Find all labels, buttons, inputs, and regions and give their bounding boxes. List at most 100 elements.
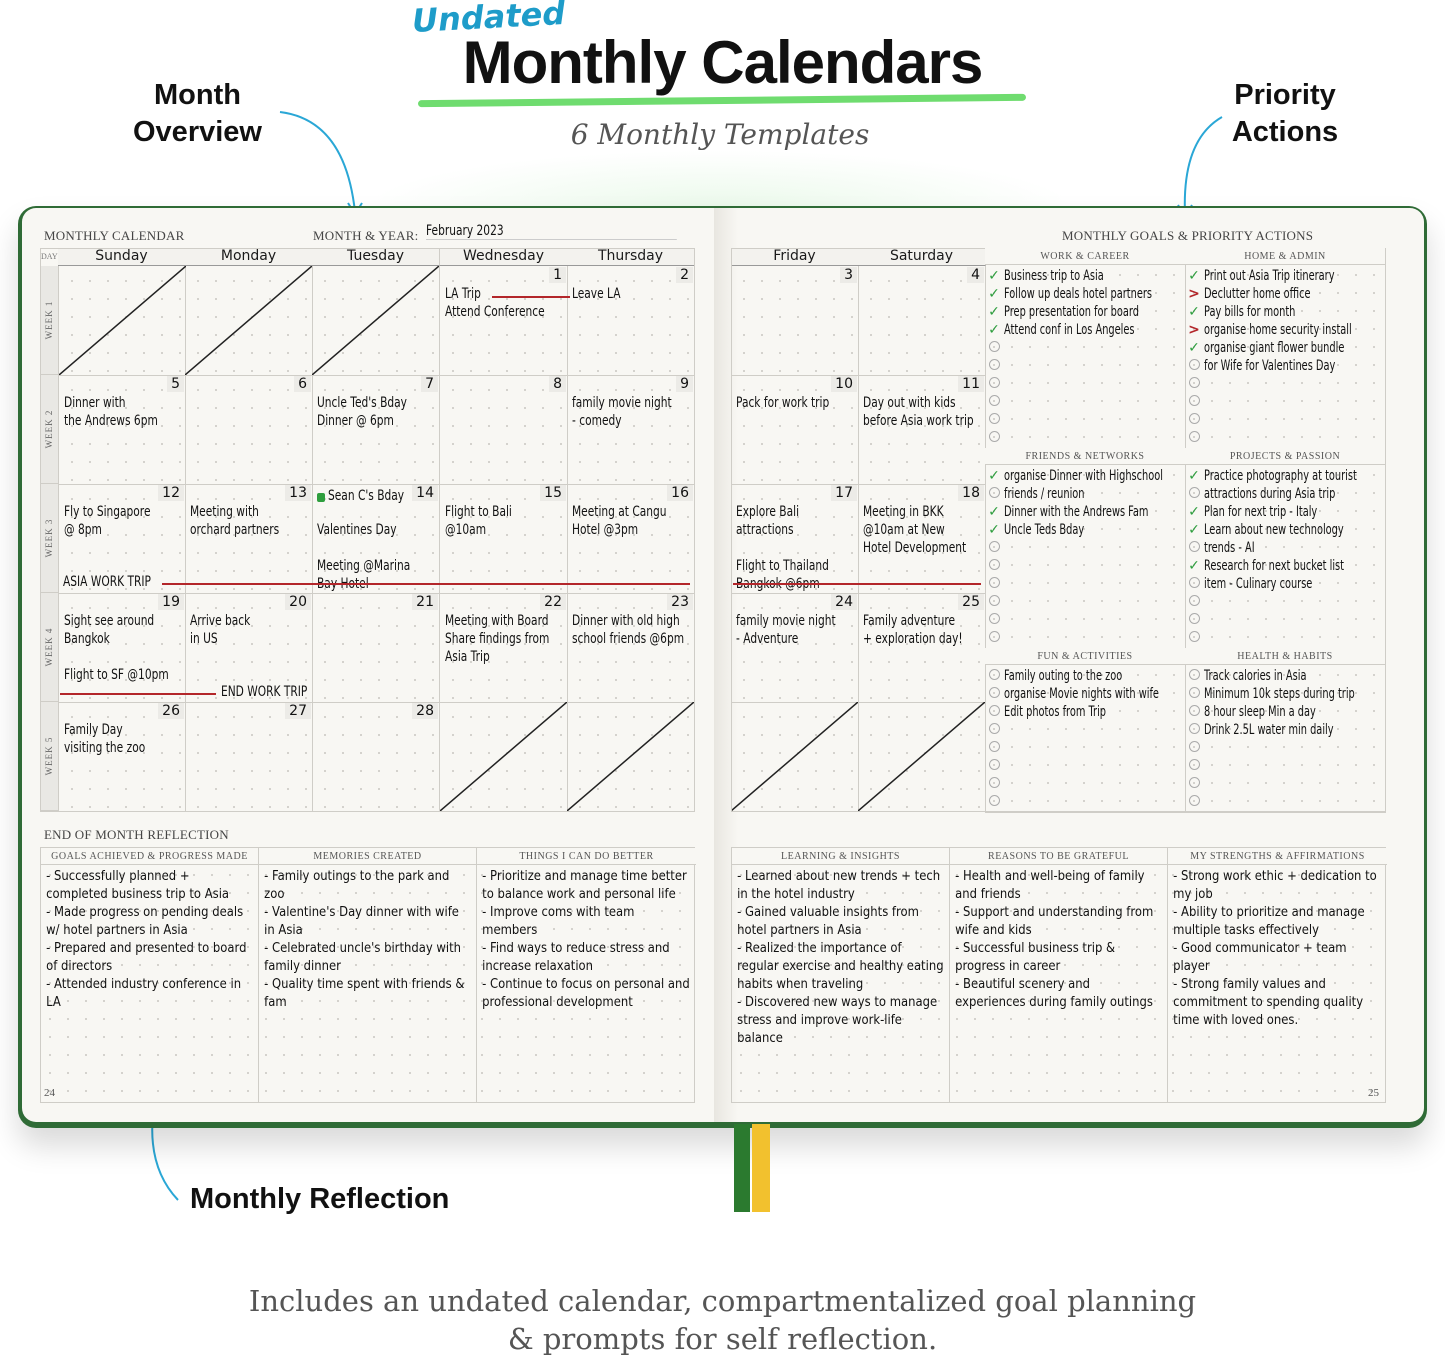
checkmark-icon[interactable]: ✓ — [988, 504, 1000, 520]
empty-checkbox-icon[interactable] — [1187, 594, 1201, 610]
goal-item[interactable]: ✓ Print out Asia Trip itinerary — [1187, 267, 1383, 285]
goal-item[interactable]: friends / reunion — [987, 485, 1183, 503]
empty-checkbox-icon[interactable] — [987, 540, 1001, 556]
empty-checkbox-icon[interactable] — [987, 486, 1001, 502]
empty-checkbox-icon[interactable] — [987, 340, 1001, 356]
calendar-day-cell[interactable]: 5 Dinner with the Andrews 6pm — [58, 375, 186, 485]
calendar-day-cell[interactable]: 23 Dinner with old high school friends @6p… — [567, 593, 695, 703]
empty-checkbox-icon[interactable] — [1187, 722, 1201, 738]
reflection-my-strengths-affirmations[interactable]: MY STRENGTHS & AFFIRMATIONS - Strong work… — [1168, 848, 1387, 1102]
calendar-day-cell[interactable]: 14 Sean C's Bday Valentines Day Meeting @Ma… — [312, 484, 440, 594]
empty-checkbox-icon[interactable] — [987, 558, 1001, 574]
calendar-day-cell[interactable]: 21 — [312, 593, 440, 703]
goal-item[interactable]: Drink 2.5L water min daily — [1187, 721, 1383, 739]
goal-item[interactable] — [1187, 411, 1383, 429]
month-year-value[interactable]: February 2023 — [426, 223, 677, 240]
empty-checkbox-icon[interactable] — [1187, 794, 1201, 810]
goal-item[interactable] — [987, 629, 1183, 647]
reflection-goals-achieved-progress-made[interactable]: GOALS ACHIEVED & PROGRESS MADE - Successf… — [41, 848, 259, 1102]
reflection-things-i-can-do-better[interactable]: THINGS I CAN DO BETTER - Prioritize and m… — [477, 848, 696, 1102]
empty-checkbox-icon[interactable] — [987, 576, 1001, 592]
goal-item[interactable] — [987, 393, 1183, 411]
calendar-day-cell[interactable]: 11 Day out with kids before Asia work trip — [858, 375, 986, 485]
calendar-day-cell[interactable]: 4 — [858, 266, 986, 376]
calendar-day-cell[interactable]: 17 Explore Bali attractions Flight to Thail… — [731, 484, 859, 594]
ribbon-bookmark-green[interactable] — [734, 1124, 750, 1212]
calendar-day-cell[interactable]: 6 — [185, 375, 313, 485]
reflection-memories-created[interactable]: MEMORIES CREATED - Family outings to the … — [259, 848, 477, 1102]
checkmark-icon[interactable]: ✓ — [1188, 304, 1200, 320]
empty-checkbox-icon[interactable] — [1187, 612, 1201, 628]
empty-checkbox-icon[interactable] — [987, 704, 1001, 720]
empty-checkbox-icon[interactable] — [1187, 394, 1201, 410]
empty-checkbox-icon[interactable] — [987, 612, 1001, 628]
goal-item[interactable] — [987, 575, 1183, 593]
goal-item[interactable]: for Wife for Valentines Day — [1187, 357, 1383, 375]
calendar-day-cell[interactable]: 12 Fly to Singapore @ 8pm — [58, 484, 186, 594]
empty-checkbox-icon[interactable] — [1187, 576, 1201, 592]
calendar-day-cell[interactable]: 13 Meeting with orchard partners — [185, 484, 313, 594]
reflection-learning-insights[interactable]: LEARNING & INSIGHTS - Learned about new t… — [732, 848, 950, 1102]
goal-item[interactable]: ✓ Plan for next trip - Italy — [1187, 503, 1383, 521]
calendar-day-cell[interactable]: 7 Uncle Ted's Bday Dinner @ 6pm — [312, 375, 440, 485]
checkmark-icon[interactable]: ✓ — [988, 468, 1000, 484]
goal-item[interactable] — [987, 775, 1183, 793]
goal-item[interactable]: ✓ Learn about new technology — [1187, 521, 1383, 539]
empty-checkbox-icon[interactable] — [1187, 412, 1201, 428]
empty-checkbox-icon[interactable] — [987, 794, 1001, 810]
goal-item[interactable]: ✓ Research for next bucket list — [1187, 557, 1383, 575]
goal-item[interactable]: ✓ Prep presentation for board — [987, 303, 1183, 321]
empty-checkbox-icon[interactable] — [987, 358, 1001, 374]
goal-item[interactable] — [987, 429, 1183, 447]
calendar-day-cell[interactable]: 2 Leave LA — [567, 266, 695, 376]
goal-item[interactable]: > organise home security install — [1187, 321, 1383, 339]
calendar-day-cell[interactable]: 19 Sight see around Bangkok Flight to SF @1… — [58, 593, 186, 703]
migrated-arrow-icon[interactable]: > — [1188, 286, 1200, 302]
calendar-day-cell[interactable]: 24 family movie night - Adventure — [731, 593, 859, 703]
empty-checkbox-icon[interactable] — [987, 630, 1001, 646]
calendar-day-cell[interactable]: 8 — [440, 375, 568, 485]
empty-checkbox-icon[interactable] — [987, 376, 1001, 392]
goal-item[interactable]: > Declutter home office — [1187, 285, 1383, 303]
empty-checkbox-icon[interactable] — [987, 412, 1001, 428]
goal-item[interactable]: ✓ Uncle Teds Bday — [987, 521, 1183, 539]
goal-item[interactable]: ✓ Practice photography at tourist — [1187, 467, 1383, 485]
goal-item[interactable] — [987, 757, 1183, 775]
calendar-day-cell[interactable]: 9 family movie night - comedy — [567, 375, 695, 485]
goal-item[interactable]: organise Movie nights with wife — [987, 685, 1183, 703]
goal-item[interactable]: ✓ Attend conf in Los Angeles — [987, 321, 1183, 339]
goal-item[interactable] — [1187, 429, 1383, 447]
goal-item[interactable]: ✓ organise Dinner with Highschool — [987, 467, 1183, 485]
calendar-day-cell[interactable]: 25 Family adventure + exploration day! — [858, 593, 986, 703]
calendar-day-cell[interactable] — [567, 702, 695, 812]
empty-checkbox-icon[interactable] — [987, 430, 1001, 446]
empty-checkbox-icon[interactable] — [987, 686, 1001, 702]
goal-item[interactable] — [987, 375, 1183, 393]
goal-item[interactable] — [987, 739, 1183, 757]
goal-item[interactable] — [1187, 375, 1383, 393]
goal-item[interactable] — [987, 611, 1183, 629]
empty-checkbox-icon[interactable] — [1187, 486, 1201, 502]
checkmark-icon[interactable]: ✓ — [988, 304, 1000, 320]
migrated-arrow-icon[interactable]: > — [1188, 322, 1200, 338]
goal-item[interactable]: Family outing to the zoo — [987, 667, 1183, 685]
calendar-day-cell[interactable]: 18 Meeting in BKK @10am at New Hotel Develo… — [858, 484, 986, 594]
checkmark-icon[interactable]: ✓ — [988, 522, 1000, 538]
goal-item[interactable] — [1187, 757, 1383, 775]
goal-item[interactable]: item - Culinary course — [1187, 575, 1383, 593]
empty-checkbox-icon[interactable] — [987, 776, 1001, 792]
calendar-day-cell[interactable] — [440, 702, 568, 812]
goal-item[interactable]: Track calories in Asia — [1187, 667, 1383, 685]
empty-checkbox-icon[interactable] — [1187, 686, 1201, 702]
calendar-day-cell[interactable] — [731, 702, 859, 812]
empty-checkbox-icon[interactable] — [1187, 704, 1201, 720]
empty-checkbox-icon[interactable] — [1187, 358, 1201, 374]
calendar-day-cell[interactable]: 26 Family Day visiting the zoo — [58, 702, 186, 812]
goal-item[interactable] — [987, 793, 1183, 811]
goal-item[interactable] — [987, 721, 1183, 739]
calendar-day-cell[interactable] — [858, 702, 986, 812]
empty-checkbox-icon[interactable] — [1187, 758, 1201, 774]
goal-item[interactable] — [987, 339, 1183, 357]
goal-item[interactable]: Minimum 10k steps during trip — [1187, 685, 1383, 703]
calendar-day-cell[interactable] — [312, 266, 440, 376]
